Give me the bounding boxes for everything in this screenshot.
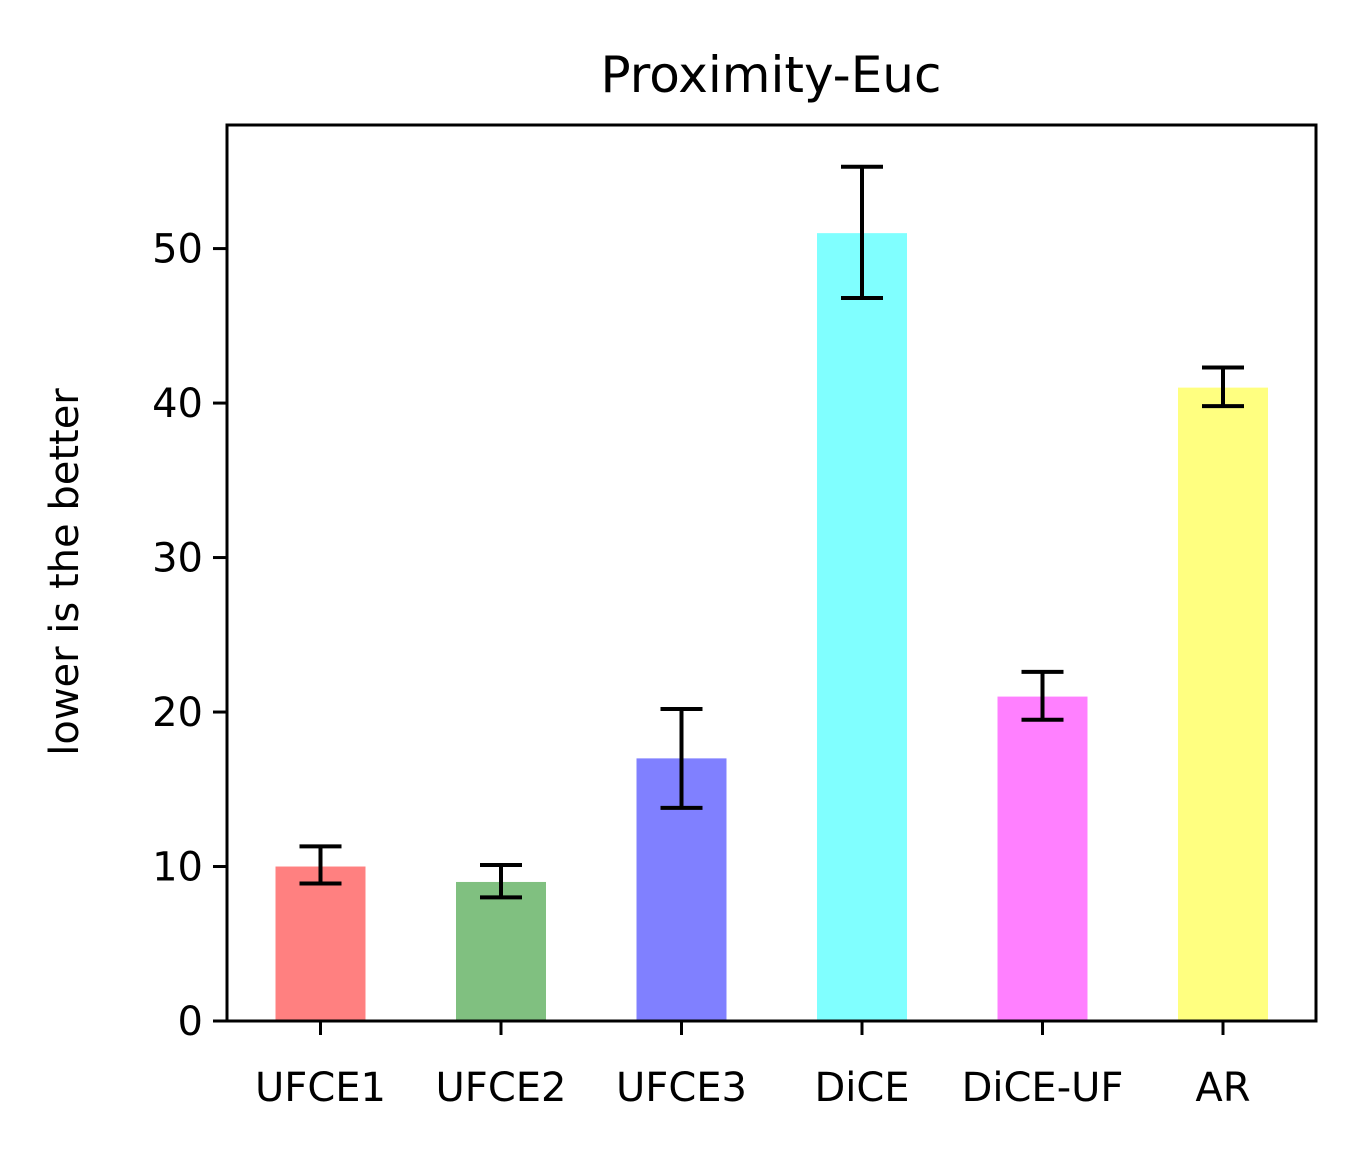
x-tick-label: UFCE3 <box>616 1065 747 1111</box>
x-tick-label: UFCE2 <box>436 1065 567 1111</box>
error-bar-ufce1 <box>299 844 342 886</box>
x-tick-label: DiCE <box>814 1065 909 1111</box>
x-tick-label: AR <box>1195 1065 1250 1111</box>
y-tick-label: 10 <box>152 845 203 891</box>
y-axis: 0 10 20 30 40 50 <box>152 227 227 1045</box>
y-tick-label: 0 <box>178 999 203 1045</box>
chart-title: Proximity-Euc <box>601 46 942 104</box>
error-bar-ufce3 <box>660 706 703 810</box>
bar-ufce2 <box>456 881 546 1021</box>
x-tick-label: UFCE1 <box>255 1065 386 1111</box>
error-bars-layer <box>299 164 1244 900</box>
error-bar-ar <box>1202 365 1244 409</box>
bars-layer <box>275 233 1268 1021</box>
plot-frame <box>225 123 1318 1023</box>
bar-ar <box>1178 387 1268 1021</box>
y-tick-label: 40 <box>152 381 203 427</box>
error-bar-dice-uf <box>1021 669 1064 722</box>
error-bar-dice <box>841 164 883 301</box>
y-tick-label: 20 <box>152 690 203 736</box>
x-axis: UFCE1 UFCE2 UFCE3 DiCE DiCE-UF AR <box>255 1021 1251 1111</box>
y-tick-label: 30 <box>152 536 203 582</box>
bar-dice-uf <box>997 696 1088 1021</box>
x-tick-label: DiCE-UF <box>962 1065 1124 1111</box>
bar-ufce1 <box>275 866 366 1021</box>
y-axis-label: lower is the better <box>42 388 88 756</box>
bar-dice <box>817 233 907 1021</box>
error-bar-ufce2 <box>480 862 522 900</box>
y-tick-label: 50 <box>152 227 203 273</box>
